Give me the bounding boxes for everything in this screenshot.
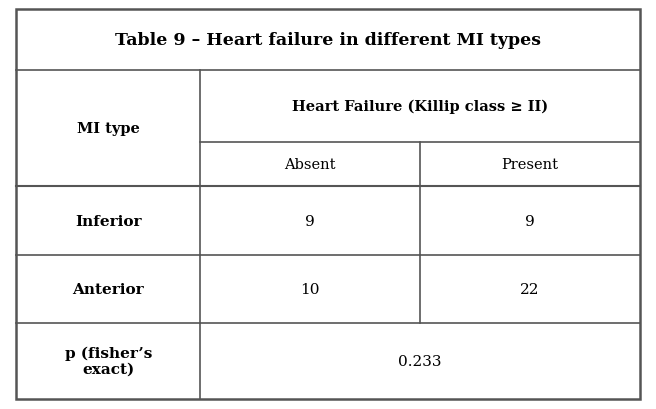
Text: Anterior: Anterior [73, 282, 144, 296]
Text: Inferior: Inferior [75, 214, 142, 228]
Text: Present: Present [501, 158, 558, 172]
Text: 9: 9 [305, 214, 315, 228]
Text: 9: 9 [525, 214, 535, 228]
Text: p (fisher’s
exact): p (fisher’s exact) [65, 346, 152, 376]
Text: 0.233: 0.233 [398, 354, 441, 368]
Text: Table 9 – Heart failure in different MI types: Table 9 – Heart failure in different MI … [115, 32, 541, 49]
Text: Heart Failure (Killip class ≥ II): Heart Failure (Killip class ≥ II) [292, 99, 548, 114]
Text: 10: 10 [300, 282, 319, 296]
Text: 22: 22 [520, 282, 539, 296]
Text: MI type: MI type [77, 122, 140, 136]
Text: Absent: Absent [284, 158, 336, 172]
